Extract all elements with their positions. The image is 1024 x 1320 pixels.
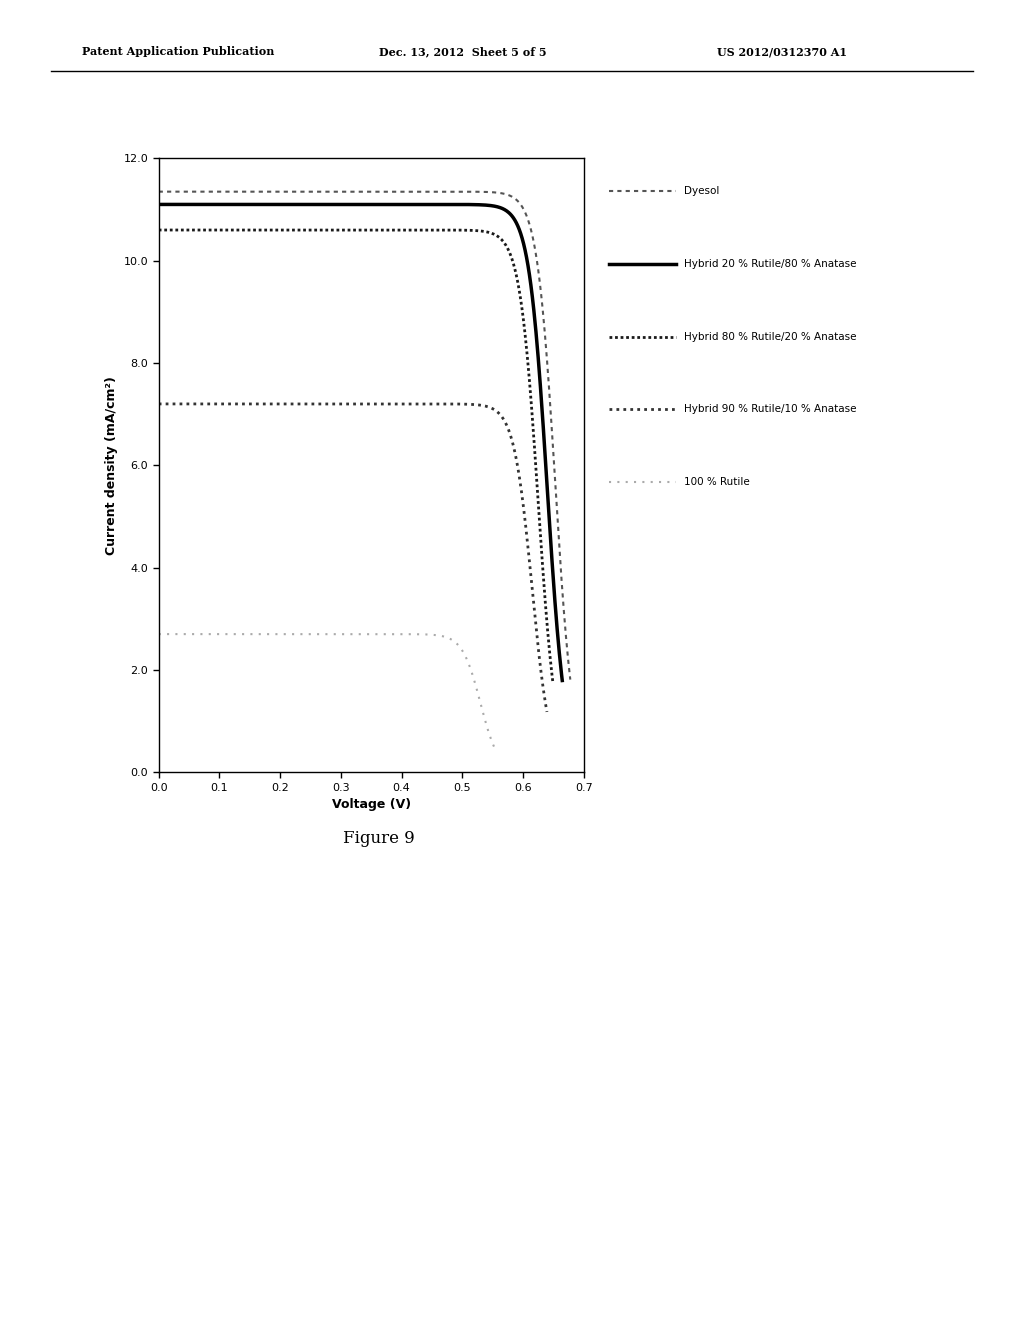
- Y-axis label: Current density (mA/cm²): Current density (mA/cm²): [105, 376, 118, 554]
- Text: Patent Application Publication: Patent Application Publication: [82, 46, 274, 58]
- Text: Hybrid 20 % Rutile/80 % Anatase: Hybrid 20 % Rutile/80 % Anatase: [684, 259, 856, 269]
- X-axis label: Voltage (V): Voltage (V): [332, 799, 411, 812]
- Text: 100 % Rutile: 100 % Rutile: [684, 477, 750, 487]
- Text: US 2012/0312370 A1: US 2012/0312370 A1: [717, 46, 847, 58]
- Text: Dyesol: Dyesol: [684, 186, 720, 197]
- Text: Figure 9: Figure 9: [343, 830, 415, 846]
- Text: Dec. 13, 2012  Sheet 5 of 5: Dec. 13, 2012 Sheet 5 of 5: [379, 46, 547, 58]
- Text: Hybrid 80 % Rutile/20 % Anatase: Hybrid 80 % Rutile/20 % Anatase: [684, 331, 856, 342]
- Text: Hybrid 90 % Rutile/10 % Anatase: Hybrid 90 % Rutile/10 % Anatase: [684, 404, 856, 414]
